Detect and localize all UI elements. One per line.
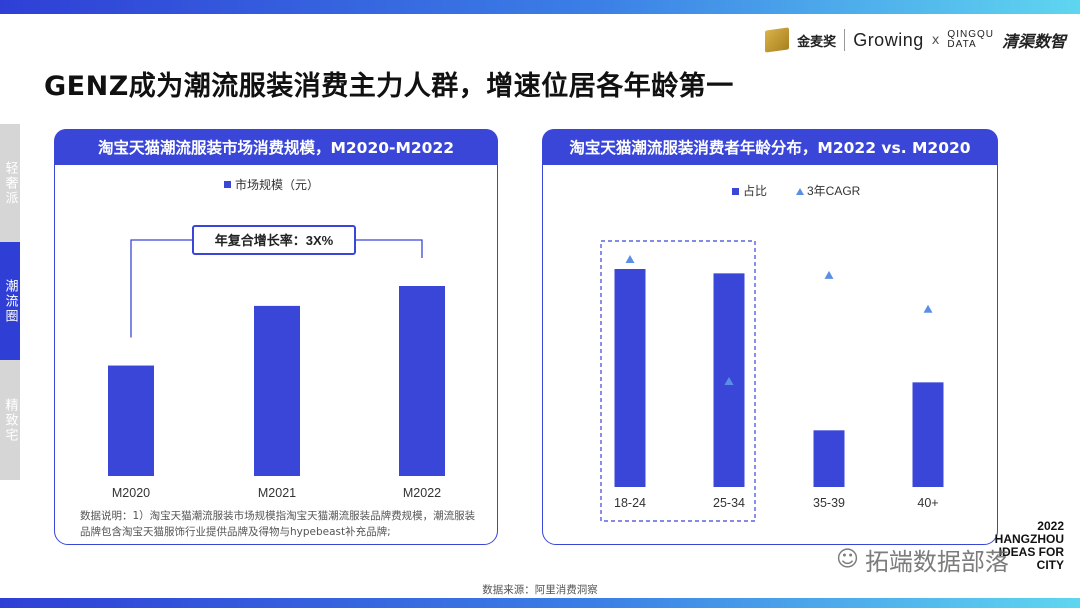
jinmaijiang-logo-text: 金麦奖 — [797, 34, 837, 50]
legend-swatch-share — [732, 188, 739, 195]
side-tab-chaoliu[interactable]: 潮流圈 — [0, 242, 20, 360]
logo-x: x — [931, 32, 940, 48]
age-distribution-chart: 占比 3年CAGR 18-24 25-34 35-39 40+ — [600, 183, 944, 522]
side-tab-label: 轻奢派 — [2, 160, 18, 206]
highlight-box — [600, 240, 756, 522]
legend-label-cagr: 3年CAGR — [807, 184, 861, 198]
bar-18-24 — [614, 269, 646, 487]
market-size-chart: 市场规模（元） M2020 M2021 M2022 年复合增长率：3X% — [108, 177, 445, 500]
x-tick-label: M2020 — [112, 486, 150, 500]
side-tabs: 轻奢派 潮流圈 精致宅 — [0, 124, 20, 480]
legend-triangle-icon — [796, 188, 804, 195]
cagr-bracket-right — [355, 239, 423, 258]
wechat-icon: ☺ — [836, 547, 859, 572]
cagr-marker-25-34 — [724, 377, 734, 386]
cagr-annotation-box — [192, 225, 356, 255]
age-distribution-panel: 淘宝天猫潮流服装消费者年龄分布，M2022 vs. M2020 占比 3年CAGR… — [542, 129, 998, 545]
event-line: HANGZHOU — [994, 532, 1064, 546]
top-gradient-bar — [0, 0, 1080, 14]
cagr-annotation: 年复合增长率：3X% — [215, 233, 334, 248]
x-tick-label: M2022 — [403, 486, 441, 500]
side-tab-jingzhi[interactable]: 精致宅 — [0, 360, 20, 480]
logo-divider — [844, 29, 846, 51]
x-tick-label: 40+ — [917, 496, 938, 510]
data-footnote: 数据说明：1）淘宝天猫潮流服装市场规模指淘宝天猫潮流服装品牌费规模，潮流服装品牌… — [80, 510, 476, 538]
x-tick-label: 25-34 — [713, 496, 745, 510]
legend-label-share: 占比 — [743, 183, 767, 198]
watermark: ☺ 拓端数据部落 — [836, 542, 1009, 577]
page-title: GENZ成为潮流服装消费主力人群，增速位居各年龄第一 — [44, 71, 734, 102]
x-tick-label: 18-24 — [614, 496, 646, 510]
watermark-text: 拓端数据部落 — [864, 548, 1009, 576]
side-tab-label: 精致宅 — [2, 397, 18, 443]
bottom-gradient-bar — [0, 598, 1080, 608]
cagr-marker-18-24 — [625, 255, 635, 263]
growing-logo: Growing — [853, 29, 924, 50]
legend-swatch — [224, 181, 231, 188]
event-badge: 2022 HANGZHOU IDEAS FOR CITY — [995, 520, 1064, 572]
data-source: 数据来源：阿里消费洞察 — [482, 584, 598, 596]
x-tick-label: 35-39 — [813, 496, 845, 510]
qingqu-cn-logo: 清渠数智 — [1001, 32, 1066, 51]
cagr-marker-40+ — [923, 304, 933, 313]
market-size-chart-title: 淘宝天猫潮流服装市场消费规模，M2020-M2022 — [54, 129, 498, 165]
jinmaijiang-logo-icon — [765, 27, 790, 53]
bar-40+ — [912, 382, 944, 487]
market-size-panel: 淘宝天猫潮流服装市场消费规模，M2020-M2022 市场规模（元） M2020 M… — [54, 129, 498, 545]
event-line: 2022 — [1037, 519, 1064, 533]
event-line: CITY — [1036, 558, 1064, 572]
side-tab-label: 潮流圈 — [2, 278, 18, 324]
qingqu-data-logo: QINGQU DATA — [947, 30, 994, 50]
event-line: IDEAS FOR — [998, 545, 1064, 559]
x-tick-label: M2021 — [258, 486, 296, 500]
qingqu-line1: QINGQU — [947, 29, 994, 40]
partner-logos: 金麦奖 Growing x QINGQU DATA 清渠数智 — [765, 26, 1066, 54]
cagr-bracket-left — [130, 239, 193, 338]
legend-label: 市场规模（元） — [235, 177, 319, 192]
side-tab-qingshe[interactable]: 轻奢派 — [0, 124, 20, 242]
bar-M2022 — [399, 286, 445, 476]
cagr-marker-35-39 — [824, 270, 834, 279]
bar-M2020 — [108, 365, 154, 476]
age-distribution-chart-title: 淘宝天猫潮流服装消费者年龄分布，M2022 vs. M2020 — [542, 129, 998, 165]
bar-35-39 — [813, 430, 845, 487]
qingqu-line2: DATA — [947, 39, 977, 50]
bar-M2021 — [254, 305, 300, 476]
